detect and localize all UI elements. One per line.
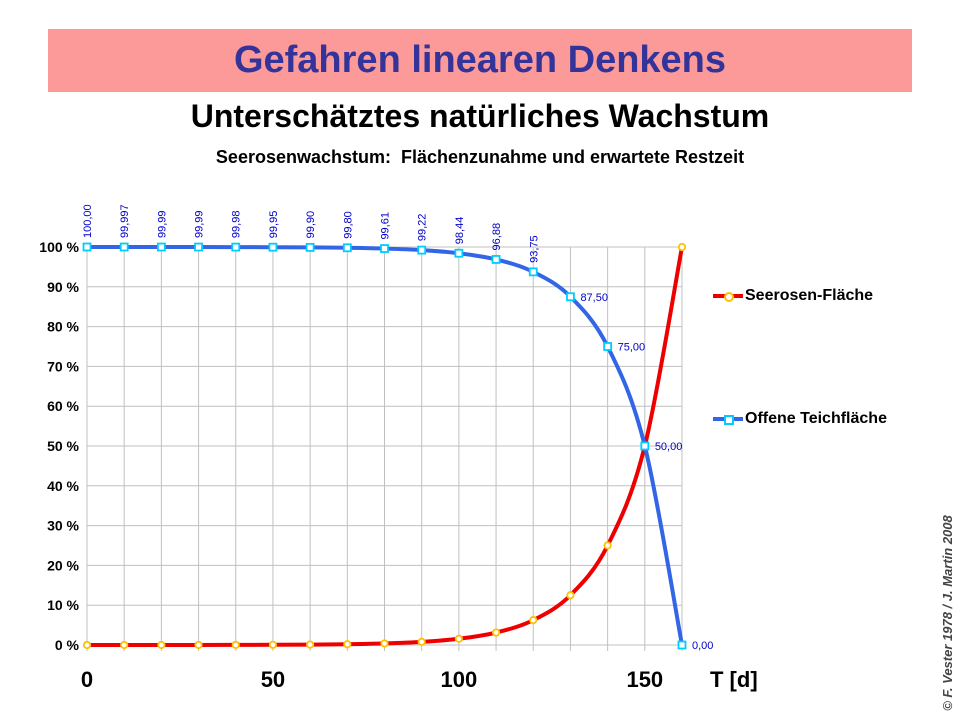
x-tick-label: 0 — [81, 667, 93, 692]
y-tick-label: 30 % — [47, 518, 79, 534]
data-point-offene-teichfl-che — [640, 441, 650, 451]
point-label: 99,99 — [194, 211, 206, 239]
y-tick-label: 50 % — [47, 438, 79, 454]
data-point-offene-teichfl-che — [156, 242, 166, 252]
y-tick-label: 80 % — [47, 319, 79, 335]
point-label: 99,99 — [156, 210, 168, 238]
data-point-offene-teichfl-che — [528, 267, 538, 277]
data-point-offene-teichfl-che — [454, 248, 464, 258]
data-point-offene-teichfl-che — [491, 255, 501, 264]
legend-sample-red — [713, 288, 743, 304]
data-point-seerosen-fl-che — [194, 640, 203, 650]
point-label: 100,00 — [82, 204, 94, 238]
point-label: 99,90 — [305, 211, 317, 239]
point-label: 99,22 — [417, 214, 429, 242]
copyright-credit: © F. Vester 1978 / J. Martin 2008 — [940, 515, 955, 711]
yellow-circle-marker-icon — [724, 292, 734, 302]
data-point-offene-teichfl-che — [231, 242, 241, 252]
point-label: 98,44 — [454, 217, 466, 245]
point-label: 99,61 — [380, 212, 392, 240]
legend-item-seerosen-flaeche: Seerosen-Fläche — [713, 287, 873, 305]
x-axis-title: T [d] — [710, 667, 758, 692]
data-point-seerosen-fl-che — [529, 616, 538, 625]
data-point-seerosen-fl-che — [157, 640, 166, 650]
banner-title: Gefahren linearen Denkens — [233, 39, 727, 81]
data-point-seerosen-fl-che — [677, 242, 687, 252]
point-label: 0,00 — [692, 640, 713, 652]
data-point-offene-teichfl-che — [82, 242, 92, 252]
data-point-seerosen-fl-che — [454, 634, 463, 643]
legend-sample-blue — [713, 411, 743, 427]
legend-label: Offene Teichfläche — [745, 410, 887, 427]
chart-title: Seerosenwachstum: Flächenzunahme und erw… — [215, 147, 745, 167]
data-point-offene-teichfl-che — [603, 342, 613, 351]
y-tick-label: 100 % — [39, 239, 79, 255]
legend-item-offene-teichflaeche: Offene Teichfläche — [713, 410, 887, 428]
data-point-offene-teichfl-che — [380, 244, 389, 253]
cyan-square-marker-icon — [724, 415, 734, 425]
legend-label: Seerosen-Fläche — [745, 287, 874, 304]
data-point-seerosen-fl-che — [491, 628, 501, 637]
x-tick-label: 150 — [626, 667, 663, 692]
point-label: 75,00 — [618, 342, 646, 354]
page-title: Unterschätztes natürliches Wachstum — [190, 98, 770, 134]
banner: Gefahren linearen Denkens — [48, 29, 912, 92]
data-point-seerosen-fl-che — [120, 640, 129, 650]
point-label: 93,75 — [528, 235, 540, 263]
y-tick-label: 10 % — [47, 597, 79, 613]
data-point-seerosen-fl-che — [231, 640, 240, 650]
data-point-seerosen-fl-che — [268, 640, 278, 649]
point-label: 99,997 — [119, 204, 131, 238]
y-tick-label: 40 % — [47, 478, 79, 494]
point-label: 96,88 — [491, 223, 503, 251]
data-point-seerosen-fl-che — [417, 637, 426, 646]
point-label: 99,95 — [268, 211, 280, 239]
data-point-offene-teichfl-che — [268, 242, 278, 252]
data-point-seerosen-fl-che — [603, 541, 612, 550]
data-point-offene-teichfl-che — [194, 242, 203, 252]
y-tick-label: 20 % — [47, 557, 79, 573]
y-tick-label: 90 % — [47, 279, 79, 295]
point-label: 50,00 — [655, 441, 683, 453]
y-tick-label: 0 % — [55, 637, 80, 653]
x-tick-label: 50 — [261, 667, 285, 692]
data-point-offene-teichfl-che — [305, 242, 315, 252]
data-point-seerosen-fl-che — [343, 640, 352, 649]
data-point-seerosen-fl-che — [82, 640, 92, 650]
point-label: 99,98 — [231, 211, 243, 239]
data-point-offene-teichfl-che — [342, 243, 352, 253]
data-point-seerosen-fl-che — [306, 640, 315, 649]
data-point-seerosen-fl-che — [566, 591, 575, 600]
point-label: 87,50 — [580, 292, 608, 304]
y-tick-label: 70 % — [47, 358, 79, 374]
x-tick-label: 100 — [441, 667, 478, 692]
y-tick-label: 60 % — [47, 398, 79, 414]
point-label: 99,80 — [342, 211, 354, 239]
data-point-offene-teichfl-che — [119, 242, 129, 252]
data-point-offene-teichfl-che — [566, 292, 575, 302]
data-point-seerosen-fl-che — [380, 639, 389, 648]
data-point-offene-teichfl-che — [417, 245, 427, 255]
data-point-offene-teichfl-che — [677, 640, 687, 650]
